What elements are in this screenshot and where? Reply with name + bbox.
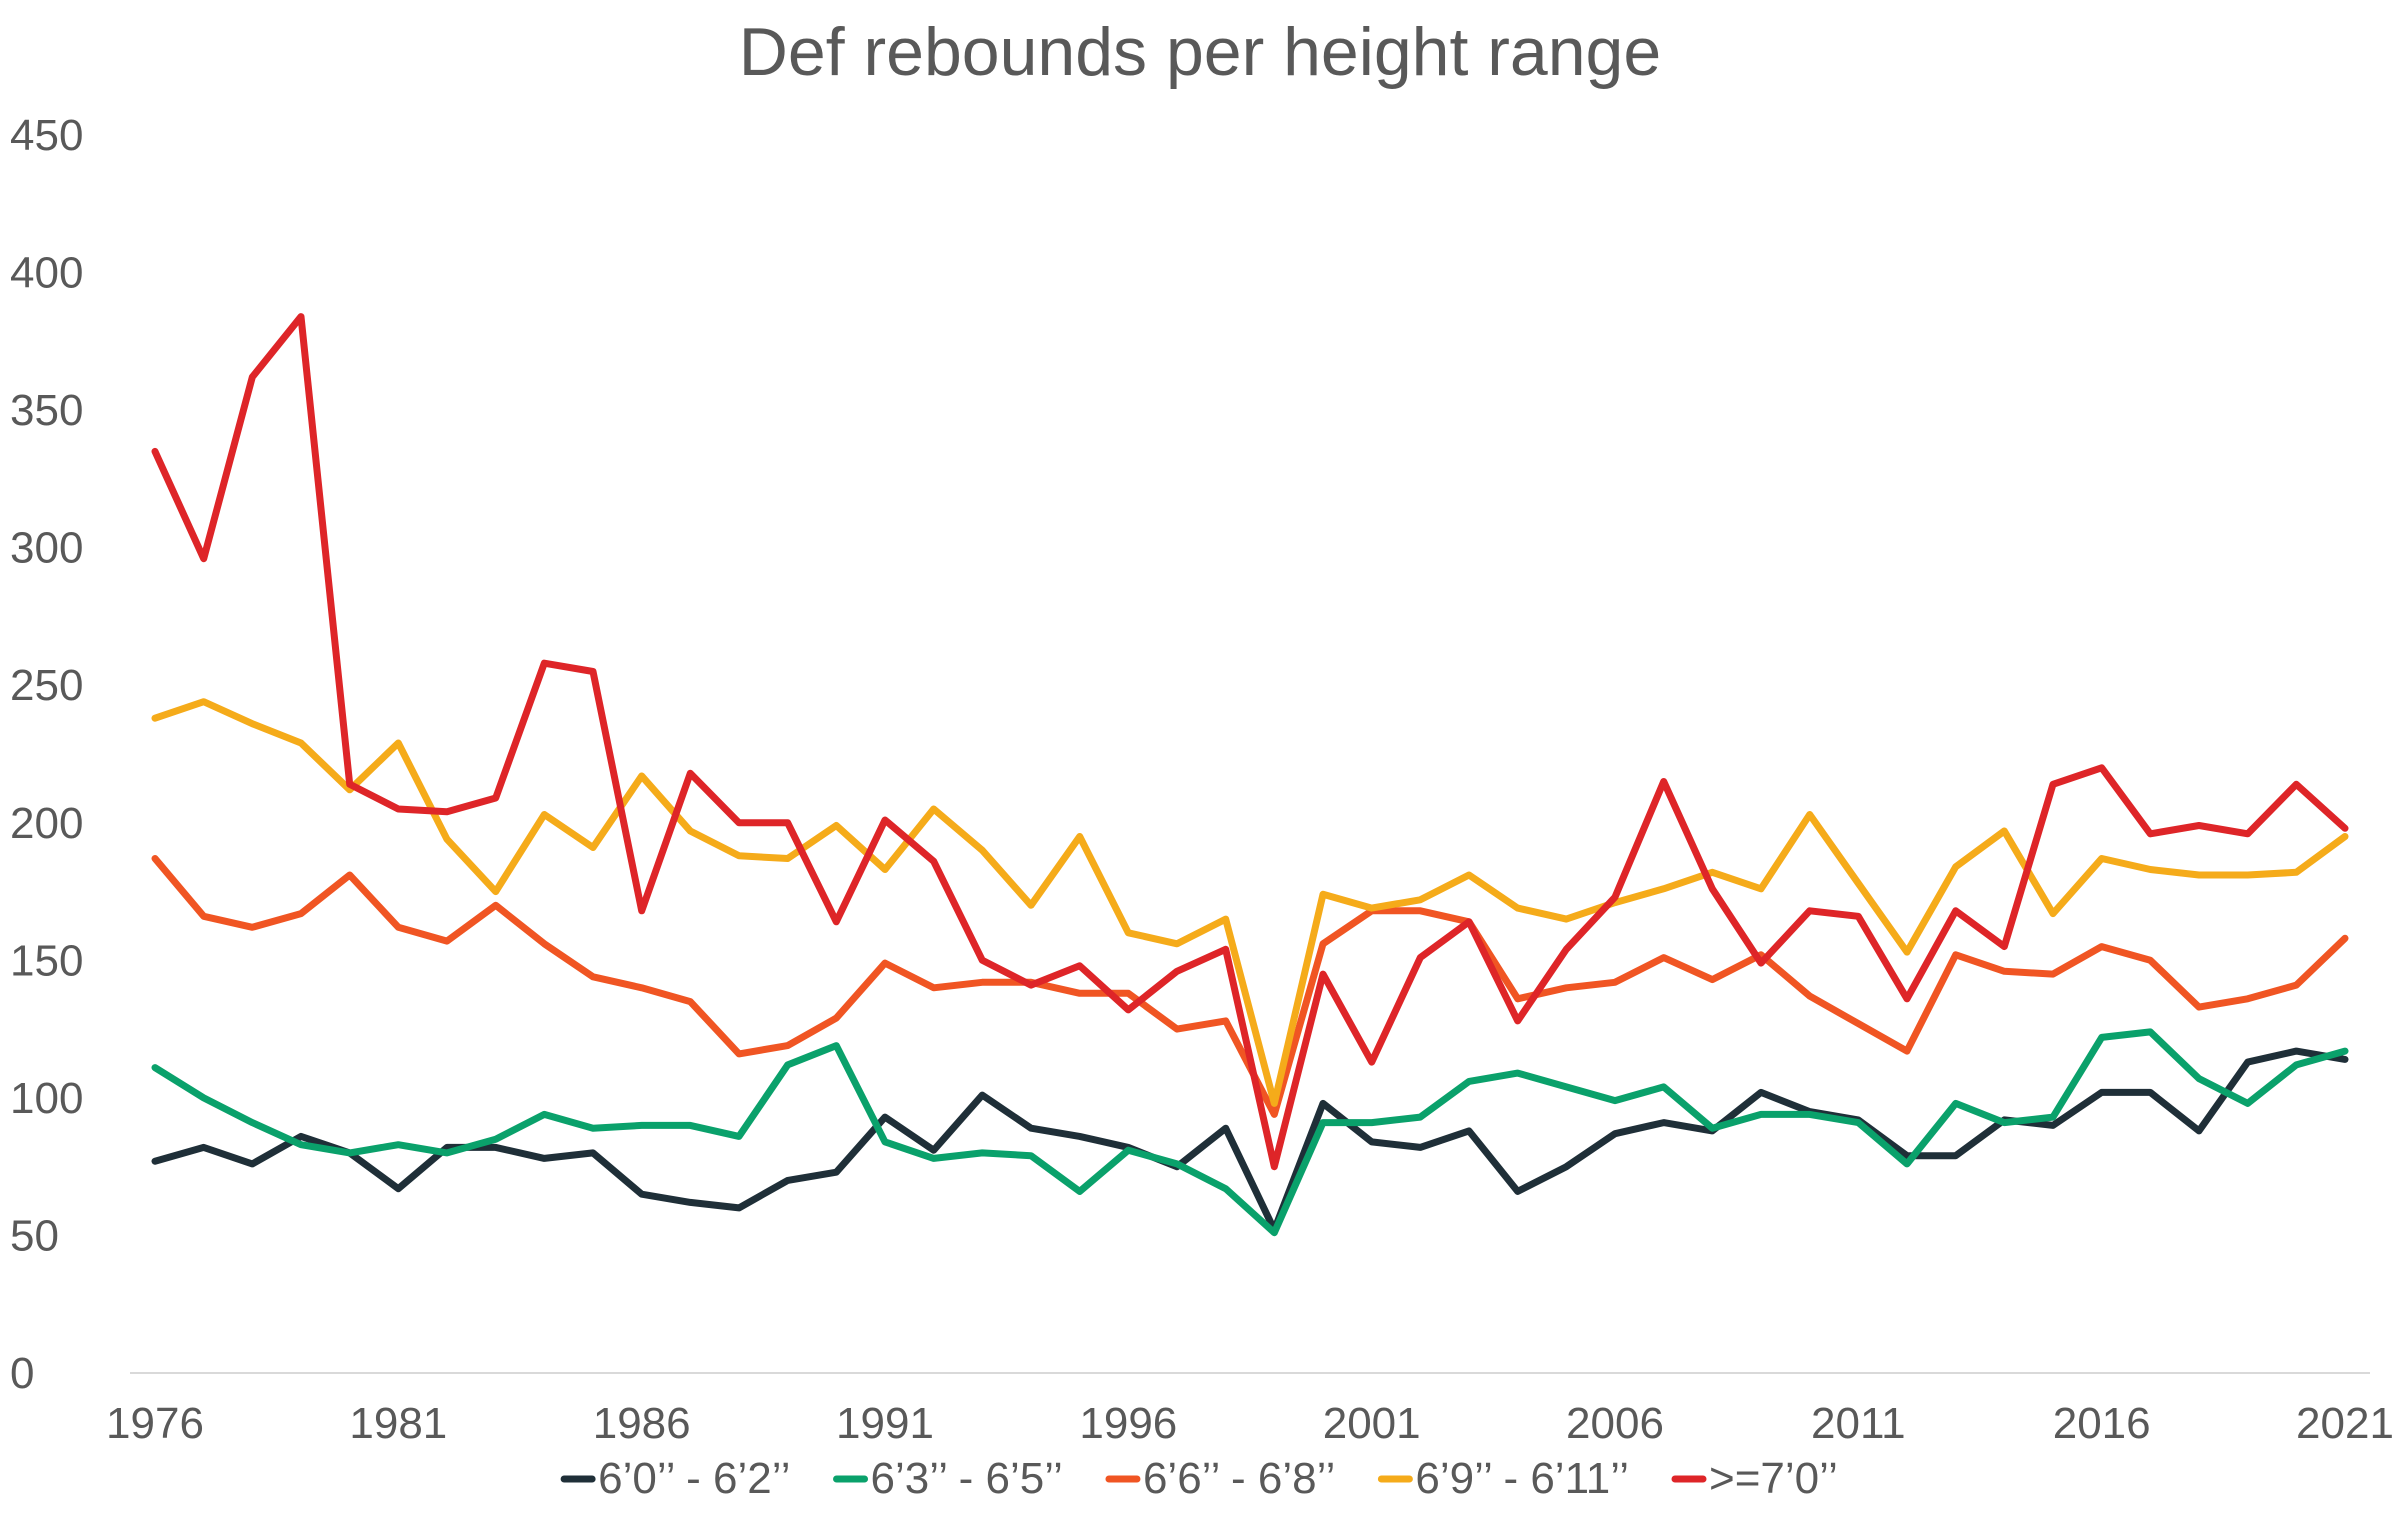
legend-label: 6’3’’ - 6’5’’	[871, 1454, 1063, 1503]
x-tick-label: 2021	[2296, 1399, 2394, 1448]
legend: 6’0’’ - 6’2’’ 6’3’’ - 6’5’’ 6’6’’ - 6’8’’ 6…	[560, 1454, 1838, 1503]
x-tick-label: 2001	[1323, 1399, 1421, 1448]
x-tick-label: 1981	[349, 1399, 447, 1448]
x-tick-label: 1986	[593, 1399, 691, 1448]
x-tick-label: 1976	[106, 1399, 204, 1448]
y-tick-label: 350	[10, 386, 83, 435]
chart-title: Def rebounds per height range	[739, 14, 1661, 90]
x-tick-label: 1991	[836, 1399, 934, 1448]
series-line-4	[151, 698, 2349, 1107]
legend-item-2: 6’3’’ - 6’5’’	[833, 1454, 1063, 1503]
x-tick-label: 2011	[1811, 1399, 1906, 1448]
x-tick-label: 2016	[2053, 1399, 2151, 1448]
y-tick-label: 50	[10, 1211, 59, 1260]
y-tick-label: 150	[10, 936, 83, 985]
x-tick-label: 1996	[1079, 1399, 1177, 1448]
legend-item-5: >=7’0’’	[1671, 1454, 1838, 1503]
y-tick-label: 0	[10, 1349, 34, 1398]
series-lines	[151, 313, 2349, 1237]
x-axis-ticks: 1976 1981 1986 1991 1996 2001 2006 2011 2016 2021	[106, 1399, 2394, 1448]
x-tick-label: 2006	[1566, 1399, 1664, 1448]
legend-label: 6’9’’ - 6’11’’	[1415, 1454, 1629, 1503]
y-tick-label: 250	[10, 661, 83, 710]
y-tick-label: 300	[10, 524, 83, 573]
y-tick-label: 450	[10, 111, 83, 160]
legend-label: 6’6’’ - 6’8’’	[1143, 1454, 1335, 1503]
y-tick-label: 100	[10, 1074, 83, 1123]
series-line-2	[151, 1028, 2349, 1237]
legend-label: 6’0’’ - 6’2’’	[598, 1454, 790, 1503]
y-axis-ticks: 0 50 100 150 200 250 300 350 400 450	[10, 111, 83, 1398]
y-tick-label: 400	[10, 249, 83, 298]
y-tick-label: 200	[10, 799, 83, 848]
legend-item-4: 6’9’’ - 6’11’’	[1377, 1454, 1629, 1503]
legend-item-1: 6’0’’ - 6’2’’	[560, 1454, 791, 1503]
legend-item-3: 6’6’’ - 6’8’’	[1105, 1454, 1335, 1503]
series-line-5	[151, 313, 2349, 1171]
series-line-1	[151, 1047, 2349, 1234]
legend-label: >=7’0’’	[1709, 1454, 1838, 1503]
